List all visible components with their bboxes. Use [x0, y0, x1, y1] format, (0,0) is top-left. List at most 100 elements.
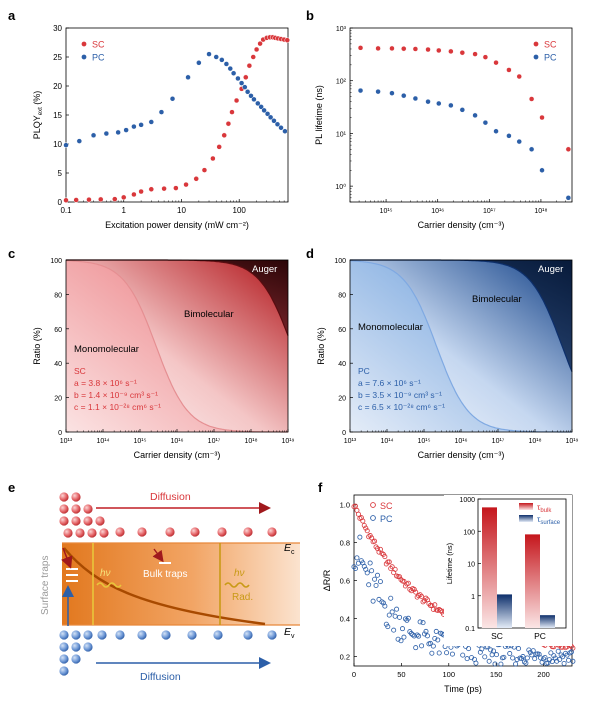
y-tick-label: 80: [54, 292, 62, 299]
electron-ball: [71, 504, 81, 514]
data-point-sc: [112, 196, 118, 202]
panel-label-d: d: [306, 246, 314, 261]
data-point-sc: [412, 46, 419, 52]
data-point-pc: [206, 51, 212, 57]
data-point-sc: [420, 599, 426, 605]
data-point-pc: [532, 656, 538, 662]
data-point-pc: [196, 60, 202, 66]
data-point-pc: [255, 100, 261, 107]
x-axis-label: Carrier density (cm⁻³): [418, 220, 505, 230]
data-point-sc: [63, 197, 69, 204]
data-point-sc: [225, 120, 232, 127]
hole-ball: [83, 642, 93, 652]
inset-y-tick-label: 0.1: [465, 626, 475, 633]
data-point-sc: [401, 578, 407, 584]
surface-traps-label: Surface traps: [40, 556, 51, 615]
legend-label-pc: PC: [544, 53, 557, 63]
parameter-annotation: b = 3.5 × 10⁻⁹ cm³ s⁻¹: [358, 390, 442, 400]
inset-legend-bulk-swatch: [519, 503, 533, 510]
data-point-pc: [271, 118, 277, 124]
data-point-pc: [131, 123, 137, 130]
data-point-sc: [148, 186, 155, 192]
legend-label-sc: SC: [92, 40, 105, 50]
data-point-sc: [401, 45, 407, 52]
data-point-sc: [392, 566, 398, 572]
y-axis-label: PLQYext (%): [32, 91, 44, 140]
data-point-pc: [90, 132, 97, 139]
data-point-pc: [491, 648, 497, 654]
hole-ball: [267, 630, 277, 640]
data-point-pc: [436, 650, 442, 656]
region-label-auger: Auger: [252, 264, 277, 275]
data-point-pc: [423, 628, 429, 634]
data-point-pc: [357, 87, 364, 94]
parameter-annotation: a = 3.8 × 10⁶ s⁻¹: [74, 378, 137, 388]
x-tick-label: 200: [537, 670, 550, 679]
x-tick-label: 10: [177, 206, 186, 215]
x-tick-label: 10¹⁶: [455, 438, 468, 445]
data-point-pc: [282, 128, 288, 134]
x-tick-label: 150: [490, 670, 503, 679]
data-point-pc: [493, 128, 499, 134]
data-point-pc: [510, 655, 516, 661]
data-point-pc: [223, 61, 230, 67]
photon-wave-left: [96, 582, 122, 588]
x-tick-label: 0: [352, 670, 356, 679]
y-tick-label: 0.6: [340, 577, 350, 586]
electron-ball: [243, 527, 253, 537]
data-point-pc: [413, 645, 419, 651]
data-point-pc: [557, 656, 563, 662]
electron-ball: [267, 527, 277, 537]
data-point-sc: [210, 155, 216, 162]
monomolecular-area: [350, 260, 572, 432]
panel-b-chart: 10¹⁵ 10¹⁶ 10¹⁷ 10¹⁸ 10⁰ 10¹ 10² 10³ Carrier dens…: [314, 26, 573, 230]
data-point-pc: [472, 112, 478, 119]
data-point-pc: [248, 93, 254, 99]
data-point-pc: [524, 655, 530, 661]
data-point-pc: [364, 570, 370, 576]
inset-y-axis-label: Lifetime (ns): [445, 542, 454, 584]
data-point-pc: [417, 619, 423, 625]
auger-area: [350, 260, 572, 372]
legend-marker-sc: [81, 41, 87, 47]
panel-label-f: f: [318, 480, 323, 495]
data-point-pc: [401, 92, 407, 99]
data-point-pc: [523, 660, 529, 666]
inset-y-tick-label: 10: [467, 562, 475, 569]
data-point-sc: [436, 47, 442, 54]
data-point-pc: [244, 89, 251, 95]
data-point-pc: [274, 121, 281, 128]
data-point-pc: [251, 96, 257, 103]
plot-frame: [349, 27, 573, 203]
electron-ball: [87, 528, 97, 538]
x-tick-label: 10¹⁷: [208, 438, 221, 445]
data-point-sc: [382, 554, 388, 560]
data-point-pc: [433, 628, 439, 634]
data-point-sc: [193, 176, 199, 182]
y-tick-label: 30: [53, 24, 62, 33]
data-point-pc: [444, 650, 450, 656]
data-point-pc: [235, 75, 241, 82]
electron-ball: [59, 516, 69, 526]
data-point-sc: [389, 45, 395, 52]
x-tick-label: 10¹⁶: [431, 208, 444, 215]
parameter-annotation: b = 1.4 × 10⁻⁹ cm³ s⁻¹: [74, 390, 158, 400]
data-point-pc: [542, 655, 548, 661]
hole-ball: [137, 630, 147, 640]
y-axis-label: ΔR/R: [322, 569, 332, 591]
data-point-pc: [376, 596, 382, 602]
parameter-annotation: PC: [358, 366, 370, 376]
region-label-bimolecular: Bimolecular: [184, 309, 234, 320]
x-tick-label: 10¹⁵: [133, 438, 146, 445]
region-label-bimolecular: Bimolecular: [472, 294, 522, 305]
legend-marker-pc: [533, 54, 539, 60]
hole-ball: [59, 654, 69, 664]
electron-ball: [137, 527, 147, 537]
data-point-pc: [213, 54, 219, 60]
data-point-pc: [370, 598, 376, 604]
data-point-pc: [148, 119, 155, 125]
y-tick-label: 5: [58, 169, 63, 178]
data-point-pc: [219, 57, 225, 63]
data-point-pc: [391, 627, 397, 633]
